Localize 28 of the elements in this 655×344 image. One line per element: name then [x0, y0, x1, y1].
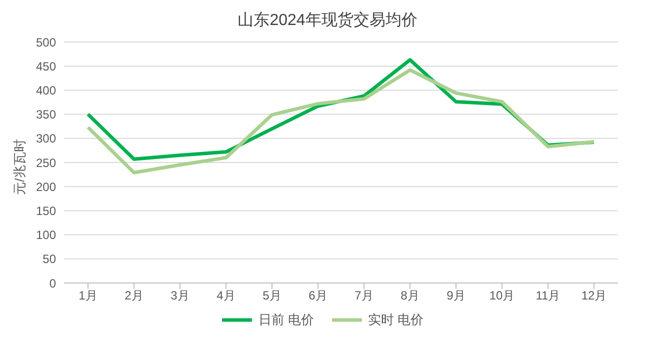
chart-title: 山东2024年现货交易均价: [236, 10, 418, 31]
x-tick-label: 11月: [536, 288, 560, 303]
y-tick-label: 150: [36, 204, 56, 218]
x-tick-label: 6月: [308, 288, 328, 303]
y-tick-label: 250: [36, 156, 56, 170]
x-tick-label: 1月: [78, 288, 98, 303]
x-tick-label: 3月: [170, 288, 190, 303]
x-tick-label: 8月: [400, 288, 420, 303]
y-tick-label: 400: [36, 83, 56, 98]
x-tick-label: 7月: [354, 288, 374, 303]
x-tick-label: 12月: [581, 288, 607, 303]
x-tick-label: 5月: [262, 288, 282, 303]
x-tick-label: 2月: [124, 288, 144, 303]
legend-label: 日前 电价: [257, 311, 314, 329]
x-tick-label: 10月: [489, 288, 515, 303]
y-axis-title: 元/兆瓦时: [11, 138, 28, 197]
y-tick-label: 100: [36, 228, 56, 242]
x-tick-label: 4月: [216, 288, 236, 303]
line-series: [86, 68, 596, 174]
y-tick-label: 450: [36, 59, 56, 74]
y-tick-label: 500: [36, 35, 56, 50]
y-tick-label: 0: [49, 276, 56, 290]
y-tick-label: 300: [36, 132, 56, 146]
y-tick-label: 350: [36, 108, 56, 122]
x-tick-label: 9月: [446, 288, 466, 303]
y-tick-label: 200: [36, 180, 56, 194]
legend-label: 实时 电价: [367, 311, 424, 329]
y-tick-label: 50: [42, 252, 56, 266]
